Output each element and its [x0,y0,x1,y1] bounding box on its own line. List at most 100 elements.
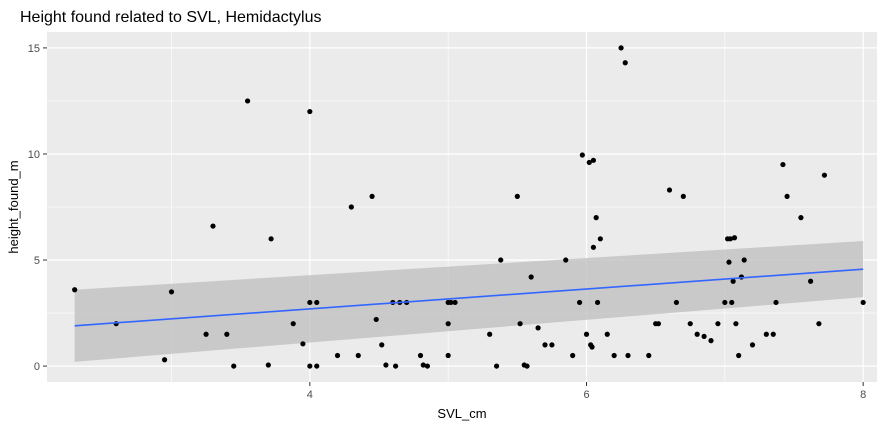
data-point [694,331,700,337]
data-point [729,299,735,306]
data-point [579,152,585,158]
data-point [493,363,500,369]
data-point [784,193,790,199]
data-point [535,325,541,331]
data-point [597,236,603,242]
data-point [161,357,168,363]
data-point [733,321,739,327]
data-point [816,321,822,327]
data-point [715,321,721,327]
data-point [701,333,707,339]
y-tick-label: 10 [28,149,40,161]
data-point [593,215,599,221]
data-point [741,257,747,263]
x-axis: 4 6 8 [307,382,866,401]
data-point [736,352,742,359]
chart-title: Height found related to SVL, Hemidactylu… [20,9,322,26]
data-point [731,235,738,241]
data-point [666,187,673,193]
data-point [625,352,631,359]
data-point [726,259,732,265]
data-point [589,344,595,350]
data-point [586,159,592,166]
data-point [290,321,296,327]
x-tick-label: 8 [860,389,866,401]
data-point [445,321,451,327]
data-point [727,236,733,242]
data-point [687,321,693,327]
data-point [424,363,431,369]
data-point [763,331,769,337]
regression-line [74,268,864,327]
data-point [563,257,569,263]
data-point [452,299,458,306]
data-point [334,352,341,359]
data-point [576,299,583,306]
x-axis-title: SVL_cm [437,406,486,421]
data-point [528,274,534,280]
data-point [417,352,424,359]
data-point [373,316,379,323]
data-point [655,321,662,327]
data-point [798,215,804,221]
data-point [524,363,530,369]
y-axis-title: height_found_m [6,160,21,253]
data-point [393,363,399,369]
data-point [517,321,523,327]
data-point [583,331,590,337]
data-point [203,331,209,337]
data-point [383,362,389,368]
data-point [268,236,274,242]
data-point [72,287,78,293]
data-point [265,362,271,368]
data-points [72,45,866,369]
data-point [224,331,230,337]
data-point [590,244,597,250]
data-point [487,331,493,337]
data-point [244,98,251,104]
data-point [618,45,624,51]
data-point [498,257,504,263]
data-point [369,193,375,199]
confidence-ribbon [74,240,864,362]
data-point [622,60,628,66]
data-point [808,278,814,284]
data-point [860,299,866,306]
data-point [314,363,320,369]
data-point [722,299,728,306]
data-point [307,108,313,115]
data-point [307,363,313,369]
data-point [594,299,601,306]
data-point [611,352,617,359]
x-tick-label: 4 [307,389,313,401]
data-point [210,223,216,229]
data-point [300,341,306,347]
data-point [314,299,320,306]
data-point [168,289,175,295]
data-point [680,193,686,199]
data-point [307,299,313,306]
data-point [448,299,454,306]
data-point [420,362,426,368]
data-point [770,331,776,337]
data-point [708,338,714,344]
data-point [231,363,237,369]
data-point [646,352,652,359]
data-point [355,352,361,359]
data-point [348,204,354,210]
y-tick-label: 5 [34,255,40,267]
data-point [749,342,756,348]
data-point [590,157,597,163]
y-tick-label: 15 [28,43,40,55]
data-point [730,278,736,284]
data-point [379,342,385,348]
data-point [549,342,555,348]
y-axis: 0 5 10 15 [28,43,47,373]
data-point [780,161,786,168]
data-point [542,342,548,348]
data-point [821,172,828,178]
data-point [514,193,520,199]
data-point [604,331,610,337]
data-point [773,299,779,306]
